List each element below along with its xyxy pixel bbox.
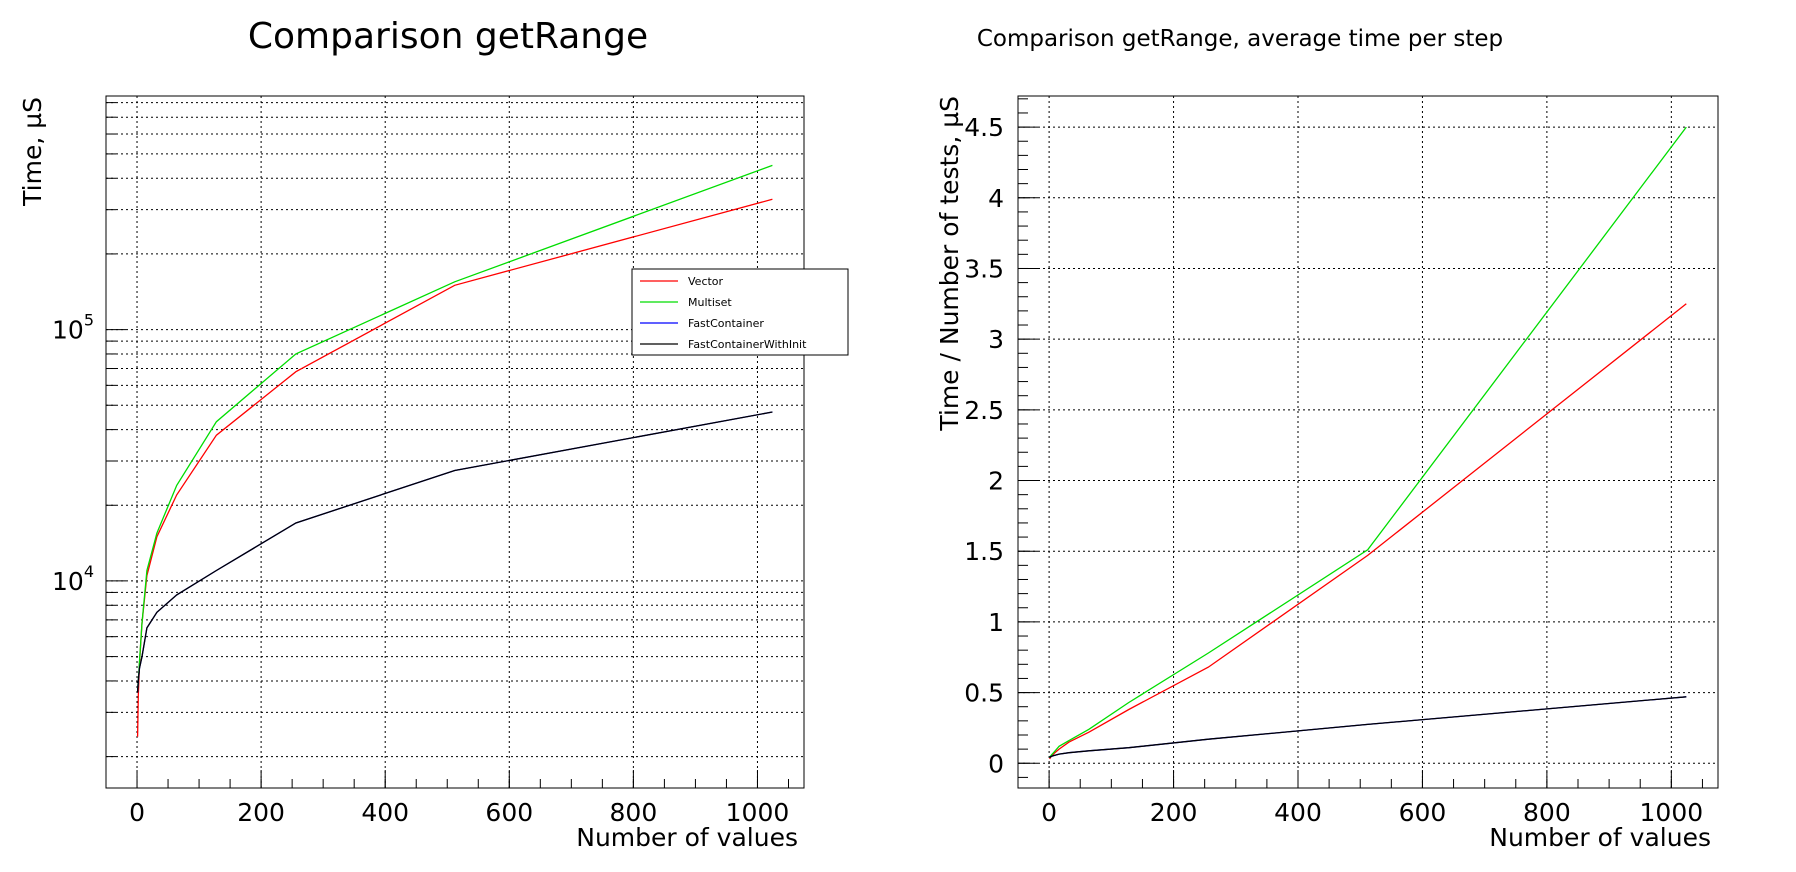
avg-time-chart-y-tick-label: 1.5 bbox=[964, 537, 1004, 566]
avg-time-chart-x-tick-label: 400 bbox=[1274, 798, 1322, 827]
legend-label-fastcontainerwithinit: FastContainerWithInit bbox=[688, 338, 807, 351]
time-chart-x-tick-label: 400 bbox=[361, 798, 409, 827]
avg-time-chart: Comparison getRange, average time per st… bbox=[935, 26, 1719, 852]
time-chart-x-tick-label: 600 bbox=[485, 798, 533, 827]
time-chart-legend: Vector Multiset FastContainer FastContainer… bbox=[631, 268, 849, 356]
avg-time-chart-x-tick-label: 200 bbox=[1150, 798, 1198, 827]
avg-time-chart-y-tick-label: 4.5 bbox=[964, 113, 1004, 142]
time-chart-frame bbox=[105, 95, 805, 789]
avg-time-chart-y-tick-label: 2.5 bbox=[964, 396, 1004, 425]
avg-time-chart-y-label: Time / Number of tests, µS bbox=[935, 96, 964, 432]
avg-time-chart-grid bbox=[1018, 96, 1718, 788]
avg-time-chart-y-tick-label: 0.5 bbox=[964, 679, 1004, 708]
legend-label-vector: Vector bbox=[688, 275, 724, 288]
avg-time-chart-title: Comparison getRange, average time per st… bbox=[977, 26, 1503, 52]
avg-time-chart-y-tick-label: 0 bbox=[988, 749, 1004, 778]
avg-time-chart-y-tick-label: 3.5 bbox=[964, 254, 1004, 283]
avg-time-chart-series-fastcontainerwithinit bbox=[1049, 696, 1687, 759]
time-chart-x-tick-label: 800 bbox=[610, 798, 658, 827]
legend-label-multiset: Multiset bbox=[688, 296, 732, 309]
time-chart-y-tick-label: 104 bbox=[52, 562, 94, 596]
avg-time-chart-y-tick-label: 4 bbox=[988, 184, 1004, 213]
avg-time-chart-x-tick-label: 800 bbox=[1523, 798, 1571, 827]
time-chart-series-fastcontainerwithinit bbox=[136, 411, 773, 693]
time-chart-x-tick-label: 0 bbox=[129, 798, 145, 827]
avg-time-chart-series bbox=[1049, 126, 1687, 760]
avg-time-chart-y-tick-label: 3 bbox=[988, 325, 1004, 354]
time-chart-y-tick-label: 105 bbox=[52, 311, 94, 345]
avg-time-chart-series-multiset bbox=[1049, 126, 1687, 758]
time-chart-grid bbox=[106, 96, 804, 788]
time-chart-x-tick-label: 200 bbox=[237, 798, 285, 827]
avg-time-chart-x-tick-label: 600 bbox=[1399, 798, 1447, 827]
avg-time-chart-x-tick-label: 1000 bbox=[1640, 798, 1704, 827]
time-chart-x-tick-label: 1000 bbox=[726, 798, 790, 827]
avg-time-chart-y-tick-label: 2 bbox=[988, 467, 1004, 496]
time-chart-ticks: 0 200 400 600 800 1000 104 105 bbox=[52, 102, 790, 827]
avg-time-chart-frame bbox=[1017, 95, 1719, 789]
legend-label-fastcontainer: FastContainer bbox=[688, 317, 764, 330]
time-chart-x-label: Number of values bbox=[576, 823, 798, 852]
avg-time-chart-x-tick-label: 0 bbox=[1041, 798, 1057, 827]
avg-time-chart-x-label: Number of values bbox=[1489, 823, 1711, 852]
time-chart-series bbox=[136, 164, 773, 737]
time-chart: Comparison getRange 0 200 400 600 800 1000 104… bbox=[18, 16, 849, 852]
legend-box bbox=[631, 268, 849, 356]
time-chart-y-label: Time, µS bbox=[18, 97, 47, 207]
time-chart-title: Comparison getRange bbox=[248, 16, 648, 57]
avg-time-chart-y-tick-label: 1 bbox=[988, 608, 1004, 637]
avg-time-chart-ticks: 0 200 400 600 800 1000 0 0.5 1 1.5 2 2.5 3 3.5 4 4.5 bbox=[964, 98, 1704, 827]
